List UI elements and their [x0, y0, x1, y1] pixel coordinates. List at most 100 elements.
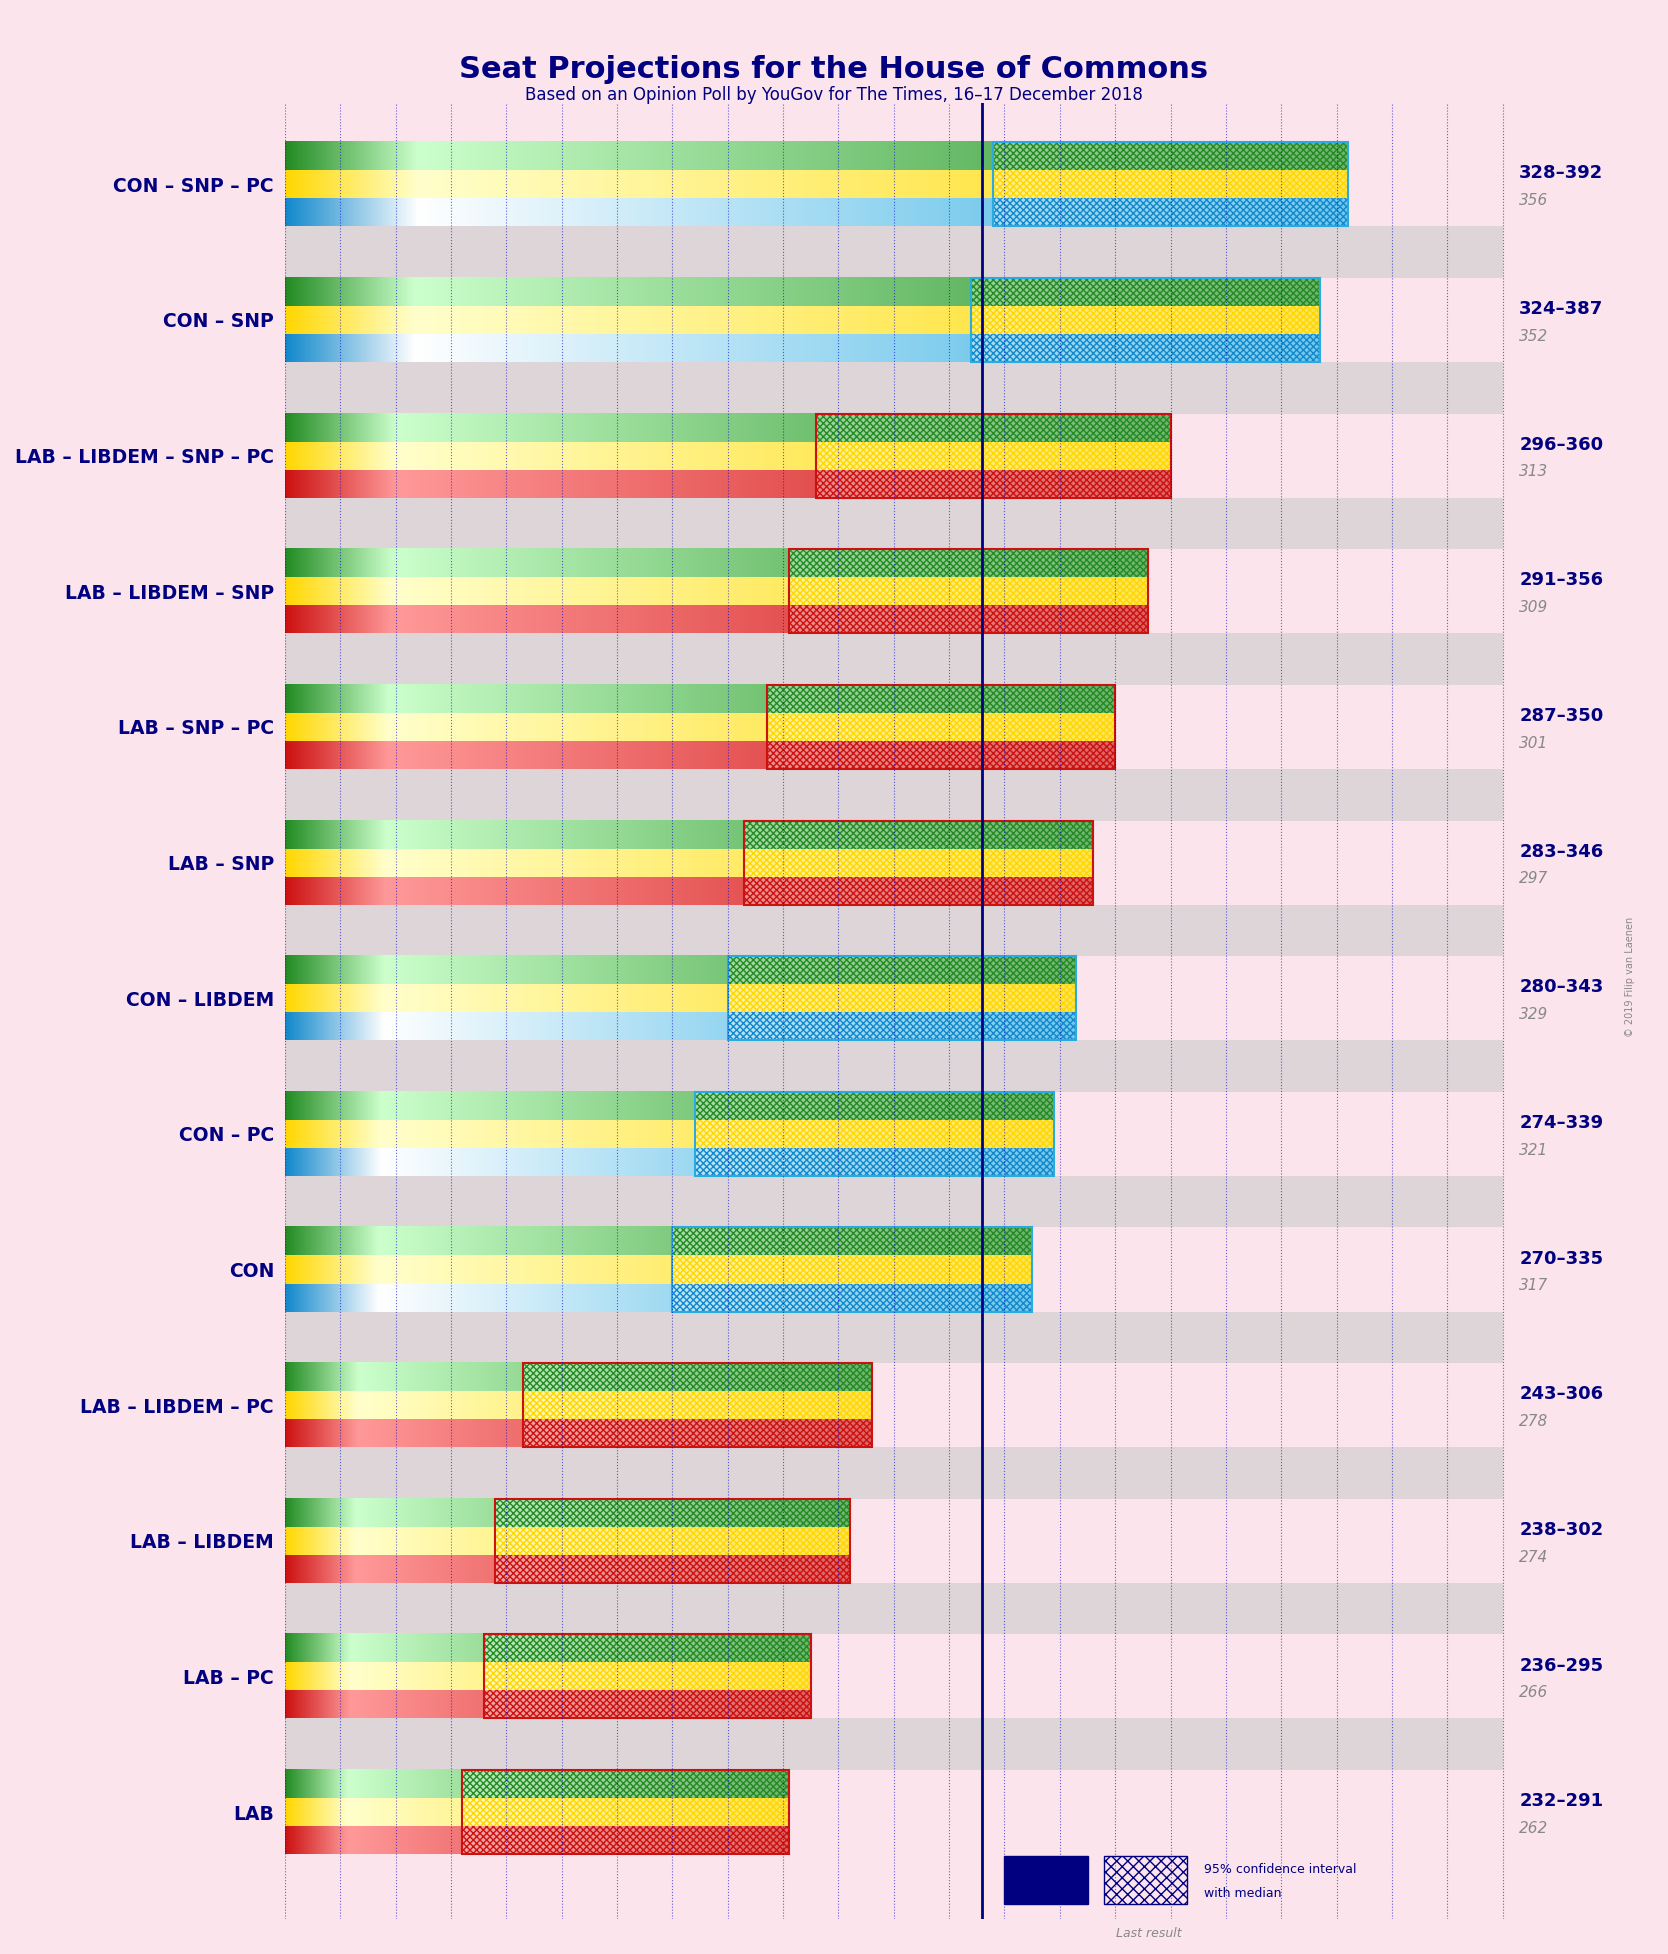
Bar — [495, 1526, 849, 1555]
Bar — [285, 1583, 1503, 1634]
Bar — [694, 1120, 1054, 1147]
Bar — [285, 498, 1503, 549]
Bar — [694, 1092, 1054, 1176]
Bar — [285, 1448, 1503, 1499]
Text: 329: 329 — [1520, 1006, 1548, 1022]
Text: 280–343: 280–343 — [1520, 979, 1603, 997]
Bar — [524, 1419, 872, 1448]
Bar — [462, 1770, 789, 1854]
Bar — [971, 334, 1319, 361]
Bar — [524, 1391, 872, 1419]
Text: 297: 297 — [1520, 871, 1548, 887]
Text: 283–346: 283–346 — [1520, 842, 1603, 860]
Bar — [484, 1634, 811, 1663]
Bar — [285, 1176, 1503, 1227]
Bar — [727, 956, 1076, 1040]
Bar — [727, 956, 1076, 1040]
Bar — [285, 770, 1503, 821]
Text: 236–295: 236–295 — [1520, 1657, 1603, 1675]
Bar — [727, 956, 1076, 985]
Bar — [484, 1663, 811, 1690]
Bar — [816, 469, 1171, 498]
Bar — [462, 1827, 789, 1854]
Bar — [994, 170, 1348, 199]
Text: with median: with median — [1204, 1888, 1281, 1899]
Text: 274–339: 274–339 — [1520, 1114, 1603, 1131]
Text: 95% confidence interval: 95% confidence interval — [1204, 1862, 1356, 1876]
Bar — [524, 1364, 872, 1391]
Text: 262: 262 — [1520, 1821, 1548, 1837]
Text: 356: 356 — [1520, 193, 1548, 207]
Bar — [672, 1284, 1032, 1311]
Bar — [524, 1364, 872, 1448]
Bar — [462, 1798, 789, 1827]
Bar — [285, 1311, 1503, 1364]
Text: 274: 274 — [1520, 1550, 1548, 1565]
Bar — [495, 1499, 849, 1583]
Bar — [694, 1147, 1054, 1176]
Text: 313: 313 — [1520, 465, 1548, 479]
Bar — [727, 985, 1076, 1012]
Bar — [971, 277, 1319, 361]
Bar — [816, 414, 1171, 498]
Text: 321: 321 — [1520, 1143, 1548, 1157]
Text: 317: 317 — [1520, 1278, 1548, 1294]
Bar — [789, 549, 1148, 633]
Bar — [672, 1227, 1032, 1311]
Bar — [672, 1256, 1032, 1284]
Text: 287–350: 287–350 — [1520, 707, 1603, 725]
Bar — [495, 1555, 849, 1583]
Bar — [816, 414, 1171, 442]
Bar — [672, 1227, 1032, 1256]
Bar — [767, 713, 1116, 741]
Text: 301: 301 — [1520, 737, 1548, 750]
Text: Based on an Opinion Poll by YouGov for The Times, 16–17 December 2018: Based on an Opinion Poll by YouGov for T… — [525, 86, 1143, 104]
Text: 232–291: 232–291 — [1520, 1792, 1603, 1809]
Bar — [484, 1690, 811, 1718]
Text: 296–360: 296–360 — [1520, 436, 1603, 453]
Bar — [789, 549, 1148, 633]
Bar — [971, 277, 1319, 307]
Bar — [744, 821, 1093, 905]
Bar — [727, 1012, 1076, 1040]
Bar — [971, 277, 1319, 361]
Bar — [744, 821, 1093, 848]
Bar — [744, 877, 1093, 905]
Text: 238–302: 238–302 — [1520, 1520, 1603, 1540]
Bar — [744, 848, 1093, 877]
Text: 352: 352 — [1520, 328, 1548, 344]
Bar — [816, 414, 1171, 498]
Bar — [484, 1634, 811, 1718]
Bar — [1104, 1856, 1188, 1905]
Bar — [767, 741, 1116, 770]
Bar — [462, 1770, 789, 1854]
Bar — [285, 227, 1503, 277]
Bar — [994, 143, 1348, 227]
Bar — [495, 1499, 849, 1526]
Bar — [1004, 1856, 1088, 1905]
Text: 309: 309 — [1520, 600, 1548, 616]
Bar — [789, 576, 1148, 606]
Bar — [495, 1499, 849, 1583]
Bar — [971, 307, 1319, 334]
Text: 278: 278 — [1520, 1415, 1548, 1428]
Bar — [285, 1040, 1503, 1092]
Bar — [767, 684, 1116, 770]
Text: Seat Projections for the House of Commons: Seat Projections for the House of Common… — [459, 55, 1209, 84]
Text: 291–356: 291–356 — [1520, 571, 1603, 590]
Bar — [672, 1227, 1032, 1311]
Bar — [789, 606, 1148, 633]
Bar — [694, 1092, 1054, 1120]
Bar — [694, 1092, 1054, 1176]
Bar — [994, 143, 1348, 170]
Text: 243–306: 243–306 — [1520, 1385, 1603, 1403]
Bar — [994, 199, 1348, 227]
Bar — [484, 1634, 811, 1718]
Bar — [285, 1718, 1503, 1770]
Text: 324–387: 324–387 — [1520, 301, 1603, 319]
Bar — [767, 684, 1116, 770]
Bar — [816, 442, 1171, 469]
Text: 270–335: 270–335 — [1520, 1251, 1603, 1268]
Text: 328–392: 328–392 — [1520, 164, 1603, 182]
Bar — [285, 905, 1503, 956]
